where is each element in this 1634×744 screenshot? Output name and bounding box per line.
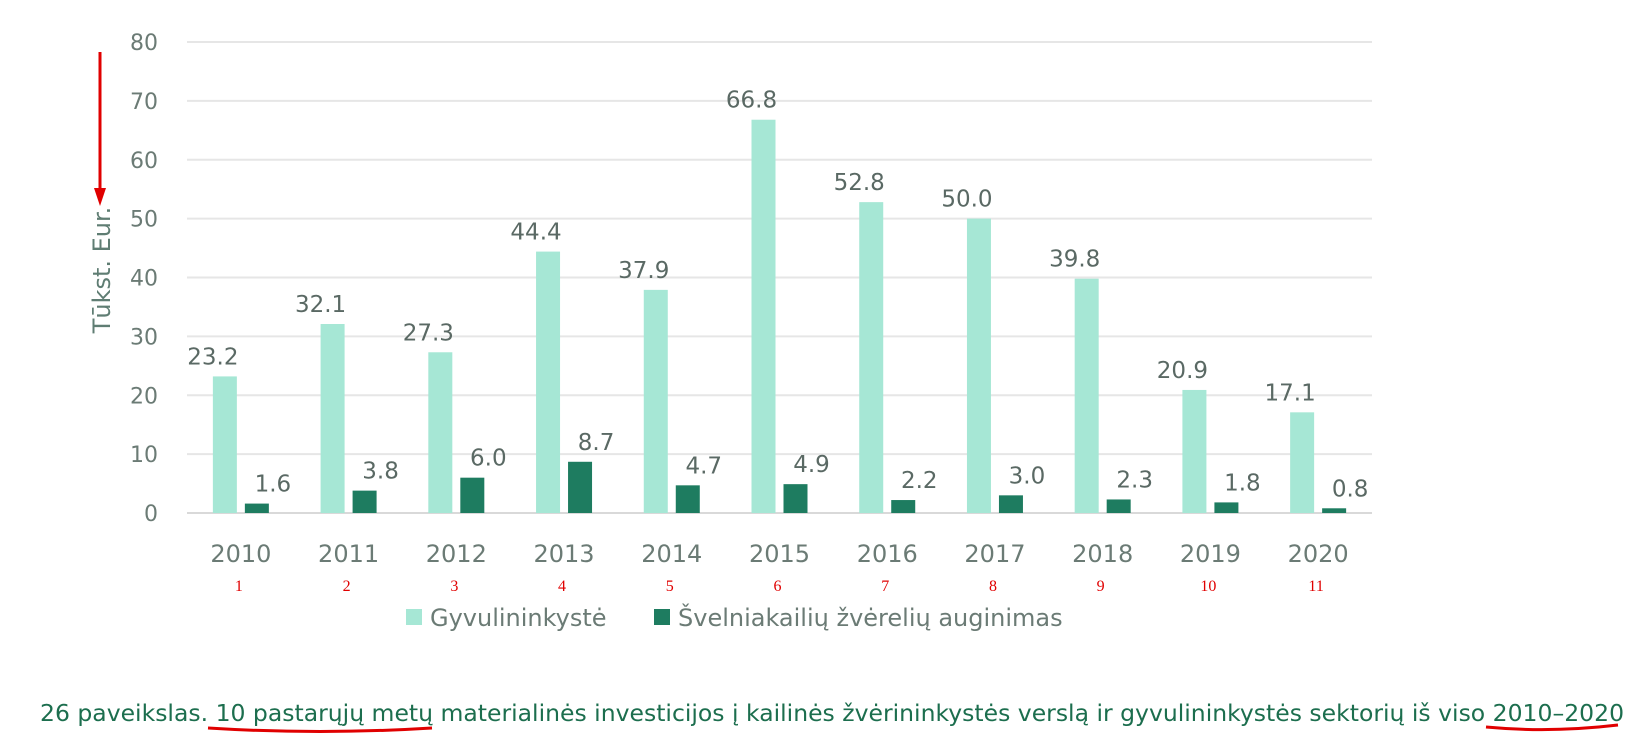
bars [212, 119, 1347, 513]
bar-svelniakailiu-2015 [783, 484, 808, 513]
x-tick-label: 2011 [318, 540, 379, 568]
data-label: 6.0 [470, 446, 507, 472]
caption-highlight-period: 2010–2020 [1492, 699, 1625, 727]
figure-caption: 26 paveikslas. 10 pastarųjų metų materia… [40, 699, 1634, 727]
data-label: 1.8 [1224, 470, 1261, 496]
x-tick-label: 2010 [210, 540, 271, 568]
caption-middle: materialinės investicijos į kailinės žvė… [433, 699, 1493, 727]
data-label: 44.4 [510, 220, 561, 246]
bar-svelniakailiu-2016 [891, 500, 916, 513]
data-label: 39.8 [1049, 247, 1100, 273]
category-index-annotation: 8 [989, 578, 997, 595]
legend-swatch-gyvulininkyste [406, 609, 422, 625]
category-index-annotation: 11 [1308, 578, 1323, 595]
bar-gyvulininkyste-2014 [643, 289, 668, 513]
data-label: 32.1 [295, 292, 346, 318]
y-axis-label: Tūkst. Eur. [88, 207, 116, 335]
x-tick-label: 2013 [534, 540, 595, 568]
data-label: 0.8 [1332, 476, 1369, 502]
y-tick-label: 60 [130, 149, 158, 174]
data-label: 20.9 [1157, 358, 1208, 384]
data-label: 66.8 [726, 88, 777, 114]
x-tick-label: 2012 [426, 540, 487, 568]
x-tick-label: 2017 [964, 540, 1025, 568]
bar-gyvulininkyste-2016 [859, 202, 884, 513]
x-tick-label: 2020 [1288, 540, 1349, 568]
category-index-annotation: 9 [1097, 578, 1105, 595]
bar-svelniakailiu-2014 [675, 485, 700, 513]
y-tick-label: 50 [130, 208, 158, 233]
category-index-annotation: 4 [558, 578, 566, 595]
legend-swatch-svelniakailiu [654, 609, 670, 625]
data-label: 8.7 [578, 430, 615, 456]
category-index-annotation: 6 [774, 578, 782, 595]
data-label: 2.2 [901, 468, 938, 494]
y-tick-label: 0 [144, 502, 158, 527]
data-label: 50.0 [941, 187, 992, 213]
data-label: 2.3 [1116, 467, 1153, 493]
bar-svelniakailiu-2011 [352, 490, 377, 513]
bar-gyvulininkyste-2015 [751, 119, 776, 513]
legend: Gyvulininkystė Švelniakailių žvėrelių au… [406, 602, 1063, 632]
bar-gyvulininkyste-2012 [428, 352, 453, 513]
legend-label-svelniakailiu: Švelniakailių žvėrelių auginimas [678, 602, 1063, 632]
data-labels: 23.2 1.6 32.1 3.8 27.3 6.0 44.4 8.7 37.9 4.7 66.8 4… [187, 88, 1368, 503]
x-axis-ticks: 2010 2011 2012 2013 2014 2015 2016 2017 2018 2019… [210, 540, 1348, 568]
data-label: 1.6 [255, 472, 292, 498]
y-tick-label: 20 [130, 384, 158, 409]
y-tick-label: 30 [130, 325, 158, 350]
bar-gyvulininkyste-2010 [212, 376, 237, 513]
bar-gyvulininkyste-2020 [1290, 412, 1315, 513]
category-index-annotation: 1 [235, 578, 243, 595]
data-label: 27.3 [403, 320, 454, 346]
caption-lead: 26 paveikslas. [40, 699, 216, 727]
y-axis-arrow-annotation [94, 52, 106, 206]
data-label: 52.8 [834, 170, 885, 196]
category-index-annotation: 10 [1200, 578, 1216, 595]
y-tick-label: 80 [130, 31, 158, 56]
caption-highlight-last-10-years: 10 pastarųjų metų [215, 699, 434, 727]
bar-svelniakailiu-2018 [1106, 499, 1131, 513]
bar-chart: 0 10 20 30 40 50 60 70 80 23.2 1.6 32.1 3.8 27.3 6.0 4… [88, 31, 1372, 632]
category-index-annotations: 1 2 3 4 5 6 7 8 9 10 11 [235, 578, 1324, 595]
x-tick-label: 2015 [749, 540, 810, 568]
bar-svelniakailiu-2017 [998, 495, 1023, 513]
y-tick-label: 40 [130, 267, 158, 292]
bar-gyvulininkyste-2013 [536, 251, 561, 513]
data-label: 4.7 [685, 453, 722, 479]
bar-gyvulininkyste-2018 [1074, 278, 1099, 513]
grid-lines [187, 41, 1372, 514]
bar-gyvulininkyste-2017 [966, 218, 991, 513]
data-label: 3.0 [1009, 463, 1046, 489]
bar-svelniakailiu-2019 [1214, 502, 1239, 513]
y-axis-ticks: 0 10 20 30 40 50 60 70 80 [130, 31, 158, 527]
bar-svelniakailiu-2013 [568, 461, 593, 513]
data-label: 3.8 [362, 459, 399, 485]
category-index-annotation: 2 [343, 578, 351, 595]
data-label: 17.1 [1265, 380, 1316, 406]
x-tick-label: 2014 [641, 540, 702, 568]
legend-label-gyvulininkyste: Gyvulininkystė [430, 604, 607, 632]
bar-gyvulininkyste-2011 [320, 324, 345, 513]
category-index-annotation: 7 [881, 578, 889, 595]
x-tick-label: 2018 [1072, 540, 1133, 568]
x-tick-label: 2019 [1180, 540, 1241, 568]
x-tick-label: 2016 [857, 540, 918, 568]
y-tick-label: 70 [130, 90, 158, 115]
y-tick-label: 10 [130, 443, 158, 468]
data-label: 4.9 [793, 452, 830, 478]
category-index-annotation: 3 [450, 578, 458, 595]
underline-last-10-years [207, 726, 433, 733]
bar-svelniakailiu-2020 [1322, 508, 1347, 513]
bar-svelniakailiu-2012 [460, 477, 485, 513]
bar-svelniakailiu-2010 [244, 503, 269, 513]
bar-gyvulininkyste-2019 [1182, 389, 1207, 513]
category-index-annotation: 5 [666, 578, 674, 595]
data-label: 23.2 [187, 344, 238, 370]
data-label: 37.9 [618, 258, 669, 284]
